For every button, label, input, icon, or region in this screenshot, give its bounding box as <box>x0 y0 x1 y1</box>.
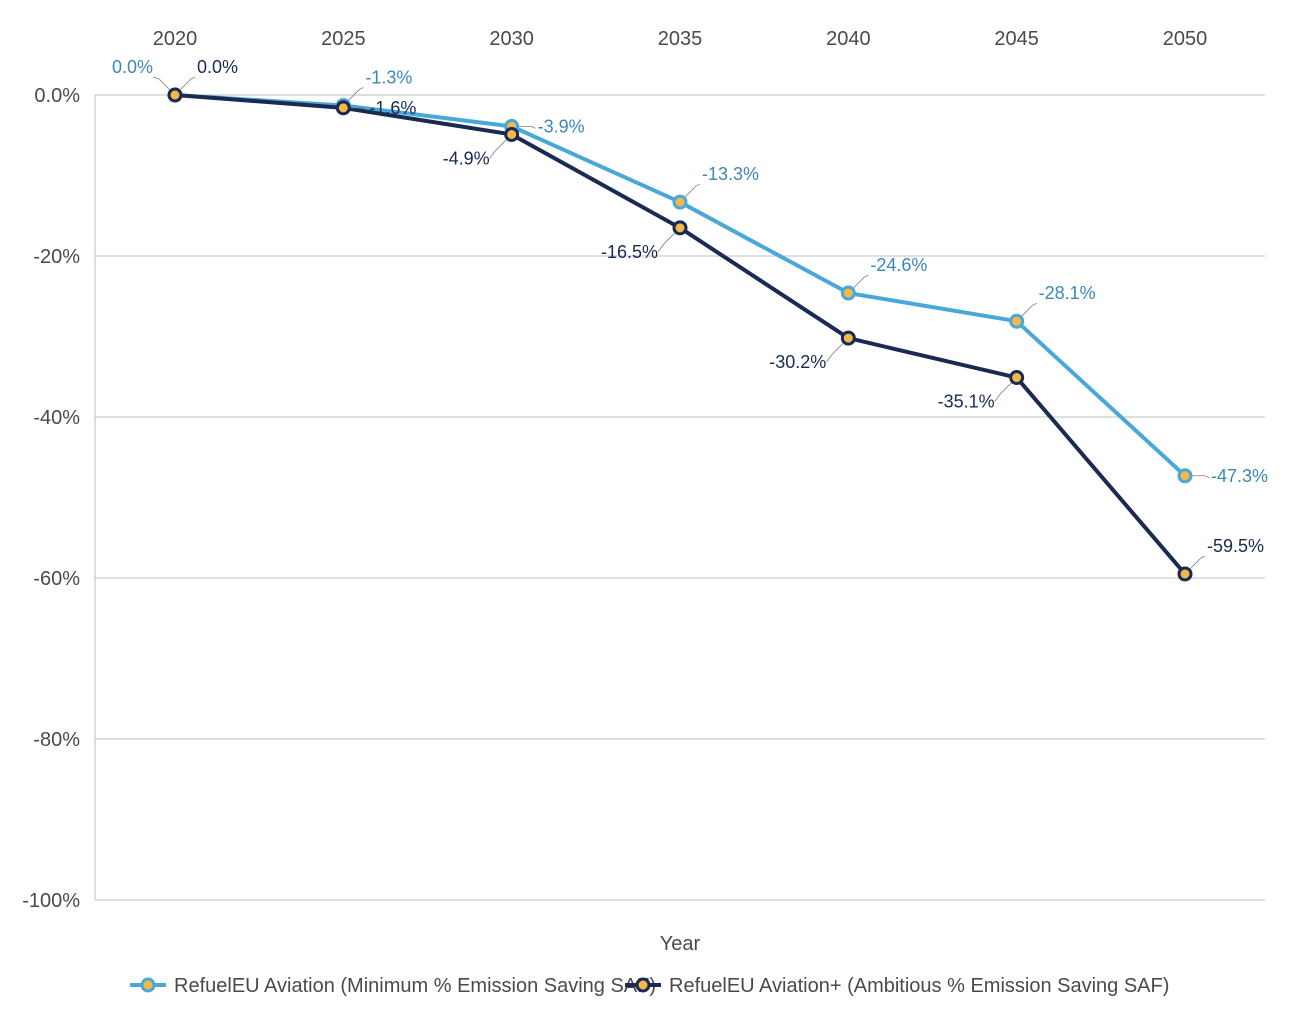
x-axis-title: Year <box>660 933 701 955</box>
data-label-refueleu_plus: -30.2% <box>769 352 826 372</box>
x-tick-label: 2020 <box>153 28 198 50</box>
data-label-refueleu_plus: -35.1% <box>938 392 995 412</box>
y-tick-label: -100% <box>22 890 80 912</box>
data-label-refueleu_min: -3.9% <box>538 116 585 136</box>
series-marker-refueleu_plus <box>337 102 349 114</box>
data-label-refueleu_min: -24.6% <box>870 255 927 275</box>
y-tick-label: -20% <box>33 246 80 268</box>
legend-swatch-marker <box>637 979 649 991</box>
data-label-refueleu_plus: -4.9% <box>443 148 490 168</box>
series-marker-refueleu_plus <box>674 222 686 234</box>
legend-label: RefuelEU Aviation+ (Ambitious % Emission… <box>669 975 1169 997</box>
data-label-refueleu_min: -1.3% <box>365 67 412 87</box>
y-tick-label: -60% <box>33 568 80 590</box>
y-tick-label: -40% <box>33 407 80 429</box>
emission-savings-line-chart: 0.0% -20% -40% -60% -80% -100% 2020 2025 2030 203… <box>0 0 1300 1012</box>
y-tick-label: -80% <box>33 729 80 751</box>
x-tick-label: 2050 <box>1163 28 1208 50</box>
series-marker-refueleu_min <box>842 287 854 299</box>
data-label-refueleu_plus: -59.5% <box>1207 536 1264 556</box>
legend-label: RefuelEU Aviation (Minimum % Emission Sa… <box>174 975 656 997</box>
x-tick-label: 2025 <box>321 28 366 50</box>
x-tick-label: 2045 <box>994 28 1039 50</box>
series-marker-refueleu_plus <box>506 128 518 140</box>
x-tick-label: 2040 <box>826 28 871 50</box>
y-tick-label: 0.0% <box>34 85 80 107</box>
data-label-refueleu_plus: 0.0% <box>197 57 238 77</box>
series-marker-refueleu_plus <box>842 332 854 344</box>
x-tick-label: 2035 <box>658 28 703 50</box>
series-marker-refueleu_min <box>1011 315 1023 327</box>
chart-svg: 0.0% -20% -40% -60% -80% -100% 2020 2025 2030 203… <box>0 0 1300 1012</box>
x-tick-label: 2030 <box>489 28 534 50</box>
series-marker-refueleu_min <box>1179 470 1191 482</box>
data-label-refueleu_min: -47.3% <box>1211 466 1268 486</box>
series-marker-refueleu_min <box>674 196 686 208</box>
data-label-refueleu_min: -13.3% <box>702 164 759 184</box>
data-label-refueleu_plus: -16.5% <box>601 242 658 262</box>
data-label-refueleu_min: 0.0% <box>112 57 153 77</box>
series-marker-refueleu_plus <box>1011 372 1023 384</box>
series-marker-refueleu_plus <box>169 89 181 101</box>
legend-swatch-marker <box>142 979 154 991</box>
data-label-refueleu_min: -28.1% <box>1039 283 1096 303</box>
data-label-refueleu_plus: -1.6% <box>369 98 416 118</box>
series-marker-refueleu_plus <box>1179 568 1191 580</box>
